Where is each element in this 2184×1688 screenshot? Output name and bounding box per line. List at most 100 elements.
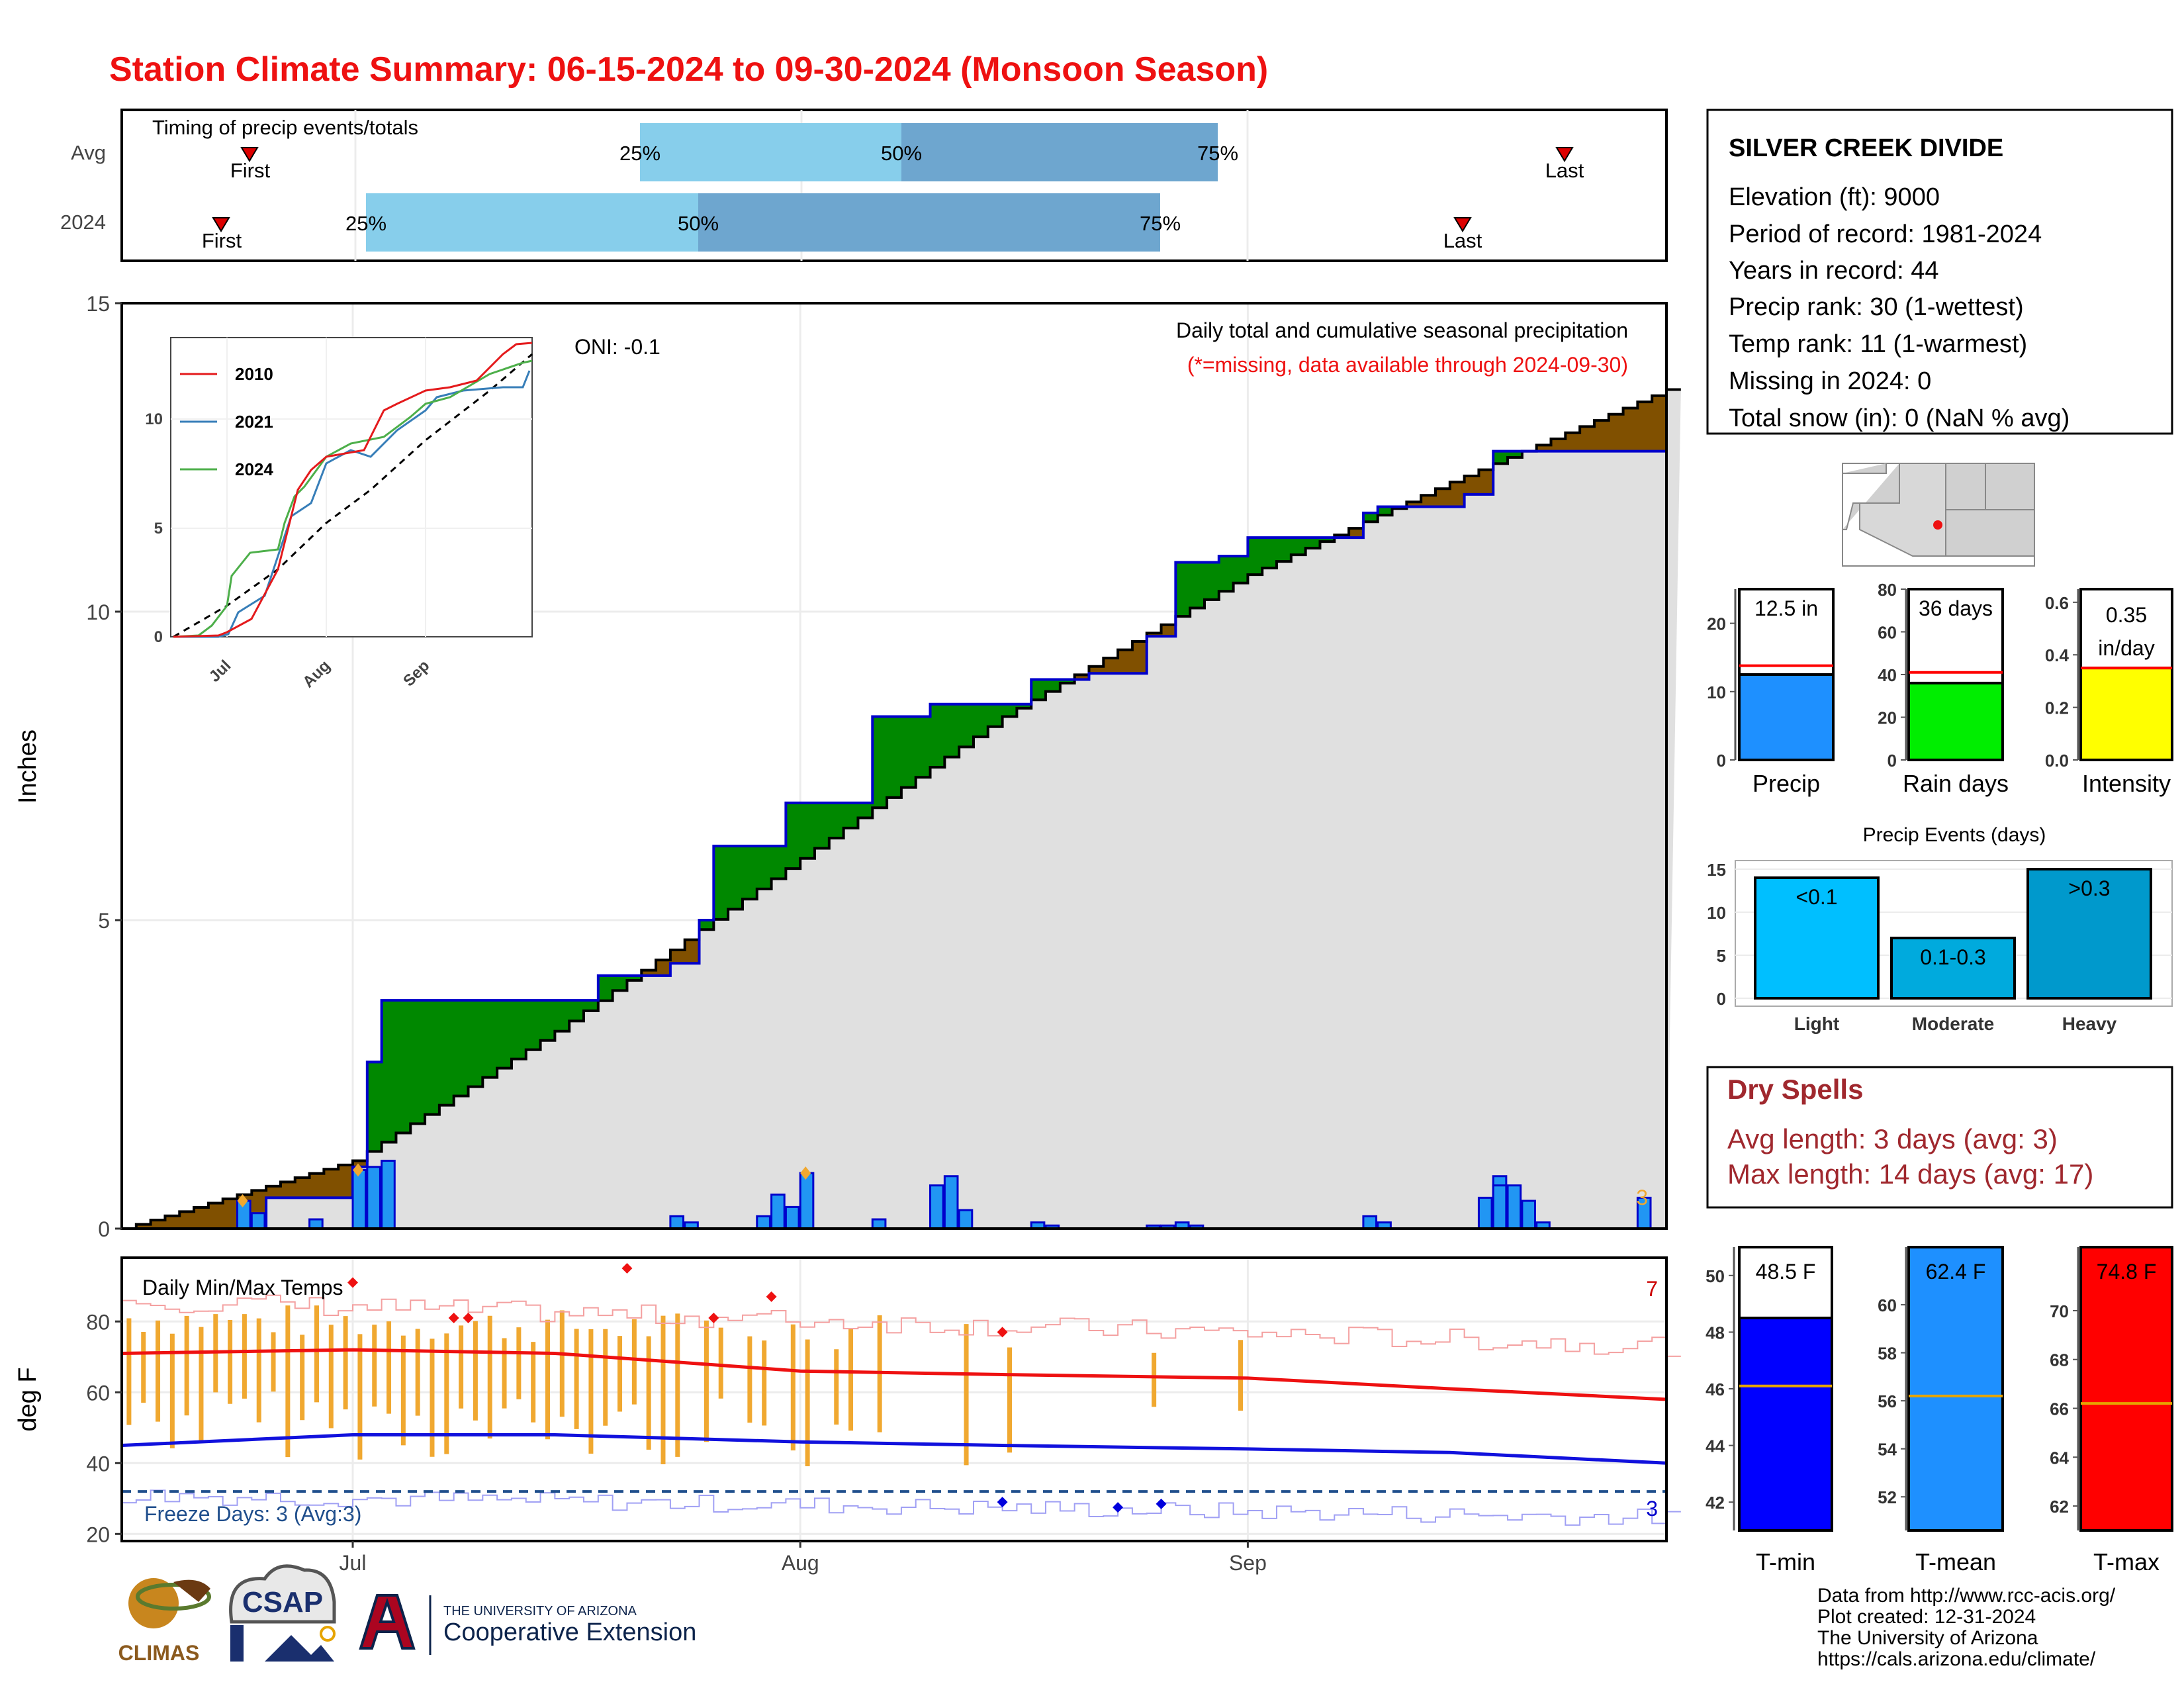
above-avg-fill [569, 1000, 584, 1021]
dry-spells-max: Max length: 14 days (avg: 17) [1727, 1158, 2093, 1190]
events-bar-label: Light [1794, 1013, 1839, 1034]
above-avg-fill [800, 802, 815, 859]
footer: CLIMAS CSAP THE UNIVERSITY OF ARIZONA Co… [118, 1564, 2116, 1670]
summary-bar-label: Intensity [2082, 770, 2171, 797]
temp-bar-tick-label: 44 [1706, 1436, 1725, 1456]
summary-tick-label: 40 [1878, 665, 1897, 685]
climas-logo: CLIMAS [118, 1578, 211, 1665]
oni-label: ONI: -0.1 [574, 335, 660, 359]
event-diamond [353, 1163, 364, 1177]
above-avg-fill [1190, 562, 1205, 608]
y2024-p50-label: 50% [678, 212, 719, 235]
above-avg-fill [1248, 538, 1263, 575]
above-avg-fill [598, 975, 614, 1001]
above-avg-fill [959, 704, 974, 747]
above-avg-fill [1262, 538, 1277, 569]
daily-precip-bar [1521, 1199, 1537, 1230]
avg-first-marker [240, 147, 259, 162]
precip-y-axis: 0 5 10 15 [86, 292, 122, 1241]
below-avg-fill [1103, 658, 1118, 674]
above-avg-fill [612, 975, 628, 991]
freeze-day-marker [1113, 1502, 1124, 1513]
timing-row-2024-name: 2024 [60, 211, 106, 234]
above-avg-fill [1218, 556, 1234, 592]
inset-legend-2010: 2010 [235, 364, 273, 384]
temp-ytick-label: 80 [86, 1310, 110, 1334]
below-avg-fill [1421, 495, 1436, 507]
precip-area [122, 388, 1681, 1230]
below-avg-fill [1132, 641, 1148, 674]
events-tick-label: 5 [1717, 946, 1726, 966]
temp-y-axis: 20 40 60 80 [86, 1310, 122, 1546]
temp-bar-tick-label: 68 [2050, 1350, 2069, 1370]
below-avg-fill [1594, 420, 1610, 451]
daily-precip-bar [1477, 1196, 1493, 1230]
station-marker [1933, 520, 1942, 530]
temp-frame [120, 1256, 1668, 1542]
x-tick-label: Sep [1229, 1551, 1267, 1575]
avg-tmin-line [121, 1433, 1667, 1465]
below-avg-fill [324, 1169, 339, 1198]
temp-bar-tick-label: 70 [2050, 1301, 2069, 1321]
below-avg-fill [309, 1173, 324, 1198]
below-avg-fill [1623, 408, 1638, 451]
hot-day-count: 7 [1646, 1277, 1658, 1301]
precip-missing-note: (*=missing, data available through 2024-… [1187, 353, 1628, 377]
inset-avg-line [173, 353, 533, 638]
above-avg-fill [771, 846, 787, 879]
summary-tick-label: 0.2 [2045, 698, 2069, 718]
avg-p75-label: 75% [1197, 142, 1238, 165]
above-avg-fill [1002, 704, 1018, 717]
below-avg-fill [136, 1224, 152, 1229]
above-avg-fill [1305, 538, 1321, 549]
daily-precip-bar [366, 1166, 381, 1230]
above-avg-fill [1377, 506, 1393, 516]
below-avg-fill [1118, 649, 1133, 674]
summary-tick-label: 60 [1878, 623, 1897, 643]
below-avg-fill [165, 1215, 180, 1229]
inset-line-2010 [173, 342, 533, 638]
record-high-marker [463, 1312, 474, 1323]
events-tick-label: 10 [1707, 903, 1726, 923]
above-avg-fill [901, 716, 917, 788]
above-avg-fill [987, 704, 1003, 727]
record-high-marker [448, 1312, 459, 1323]
temp-bar-label: T-max [2093, 1548, 2160, 1575]
below-avg-fill [1551, 439, 1566, 451]
below-avg-fill [670, 949, 686, 964]
below-avg-fill [1146, 633, 1162, 637]
below-avg-fill [295, 1178, 310, 1198]
precip-ytick-label: 10 [86, 600, 110, 624]
below-avg-fill [1536, 445, 1552, 451]
below-avg-fill [1637, 402, 1653, 451]
ua-big-text: Cooperative Extension [443, 1618, 696, 1646]
above-avg-fill [1046, 679, 1061, 692]
above-avg-fill [1060, 679, 1075, 684]
temp-bar-label: T-mean [1915, 1548, 1996, 1575]
temp-plot-bg [122, 1258, 1666, 1541]
below-avg-fill [684, 939, 700, 964]
above-avg-fill [756, 846, 772, 889]
ua-small-text: THE UNIVERSITY OF ARIZONA [443, 1604, 637, 1618]
temp-bar-tick-label: 64 [2050, 1448, 2069, 1468]
events-title: Precip Events (days) [1863, 824, 2046, 846]
y2024-last-label: Last [1443, 229, 1482, 252]
summary-bar-rain-days [1907, 681, 2004, 762]
below-avg-fill [1464, 475, 1480, 494]
above-avg-fill [540, 1000, 555, 1041]
temp-bar-tick-label: 60 [1878, 1295, 1897, 1315]
temp-ylabel: deg F [14, 1367, 42, 1431]
observed-cumulative-line [122, 449, 1666, 1230]
above-avg-fill [1363, 512, 1379, 522]
above-avg-fill [1233, 556, 1249, 583]
above-avg-fill [410, 1000, 426, 1124]
ua-logo: THE UNIVERSITY OF ARIZONA Cooperative Ex… [359, 1594, 696, 1655]
above-avg-fill [584, 1000, 599, 1011]
record-max-trace [122, 1294, 1681, 1357]
above-avg-fill [1017, 704, 1032, 708]
above-avg-fill [815, 802, 830, 849]
above-avg-fill [858, 802, 873, 818]
daily-precip-bar [770, 1194, 786, 1230]
above-avg-fill [367, 1062, 383, 1152]
freeze-label: Freeze Days: 3 (Avg:3) [144, 1502, 361, 1526]
